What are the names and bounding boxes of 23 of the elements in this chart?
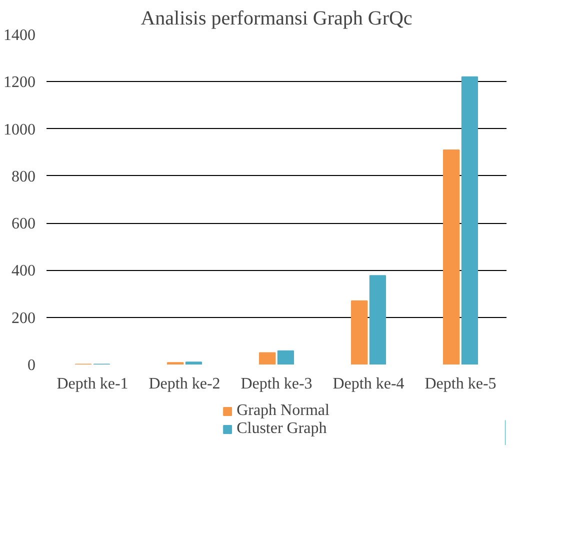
bar bbox=[461, 76, 478, 364]
x-tick-label: Depth ke-3 bbox=[240, 376, 312, 392]
x-tick-label: Depth ke-2 bbox=[148, 376, 220, 392]
bar bbox=[442, 150, 460, 364]
bar bbox=[185, 362, 202, 364]
legend-label: Graph Normal bbox=[236, 402, 330, 420]
x-tick-label: Depth ke-1 bbox=[56, 376, 128, 392]
bar bbox=[369, 275, 386, 364]
y-tick-label: 200 bbox=[12, 310, 36, 327]
y-tick-label: 400 bbox=[12, 262, 36, 280]
bar bbox=[277, 350, 294, 364]
y-tick-label: 600 bbox=[12, 216, 36, 233]
y-tick-label: 1400 bbox=[4, 27, 36, 44]
bar bbox=[350, 300, 368, 364]
chart-title: Analisis performansi Graph GrQc bbox=[140, 8, 412, 30]
bar bbox=[258, 352, 276, 364]
legend-label: Cluster Graph bbox=[236, 420, 327, 438]
y-tick-label: 800 bbox=[12, 168, 36, 186]
y-tick-label: 1200 bbox=[4, 74, 36, 92]
y-tick-label: 1000 bbox=[4, 121, 36, 138]
y-tick-label: 0 bbox=[28, 357, 36, 374]
x-tick-label: Depth ke-5 bbox=[424, 376, 496, 392]
x-tick-label: Depth ke-4 bbox=[332, 376, 404, 392]
